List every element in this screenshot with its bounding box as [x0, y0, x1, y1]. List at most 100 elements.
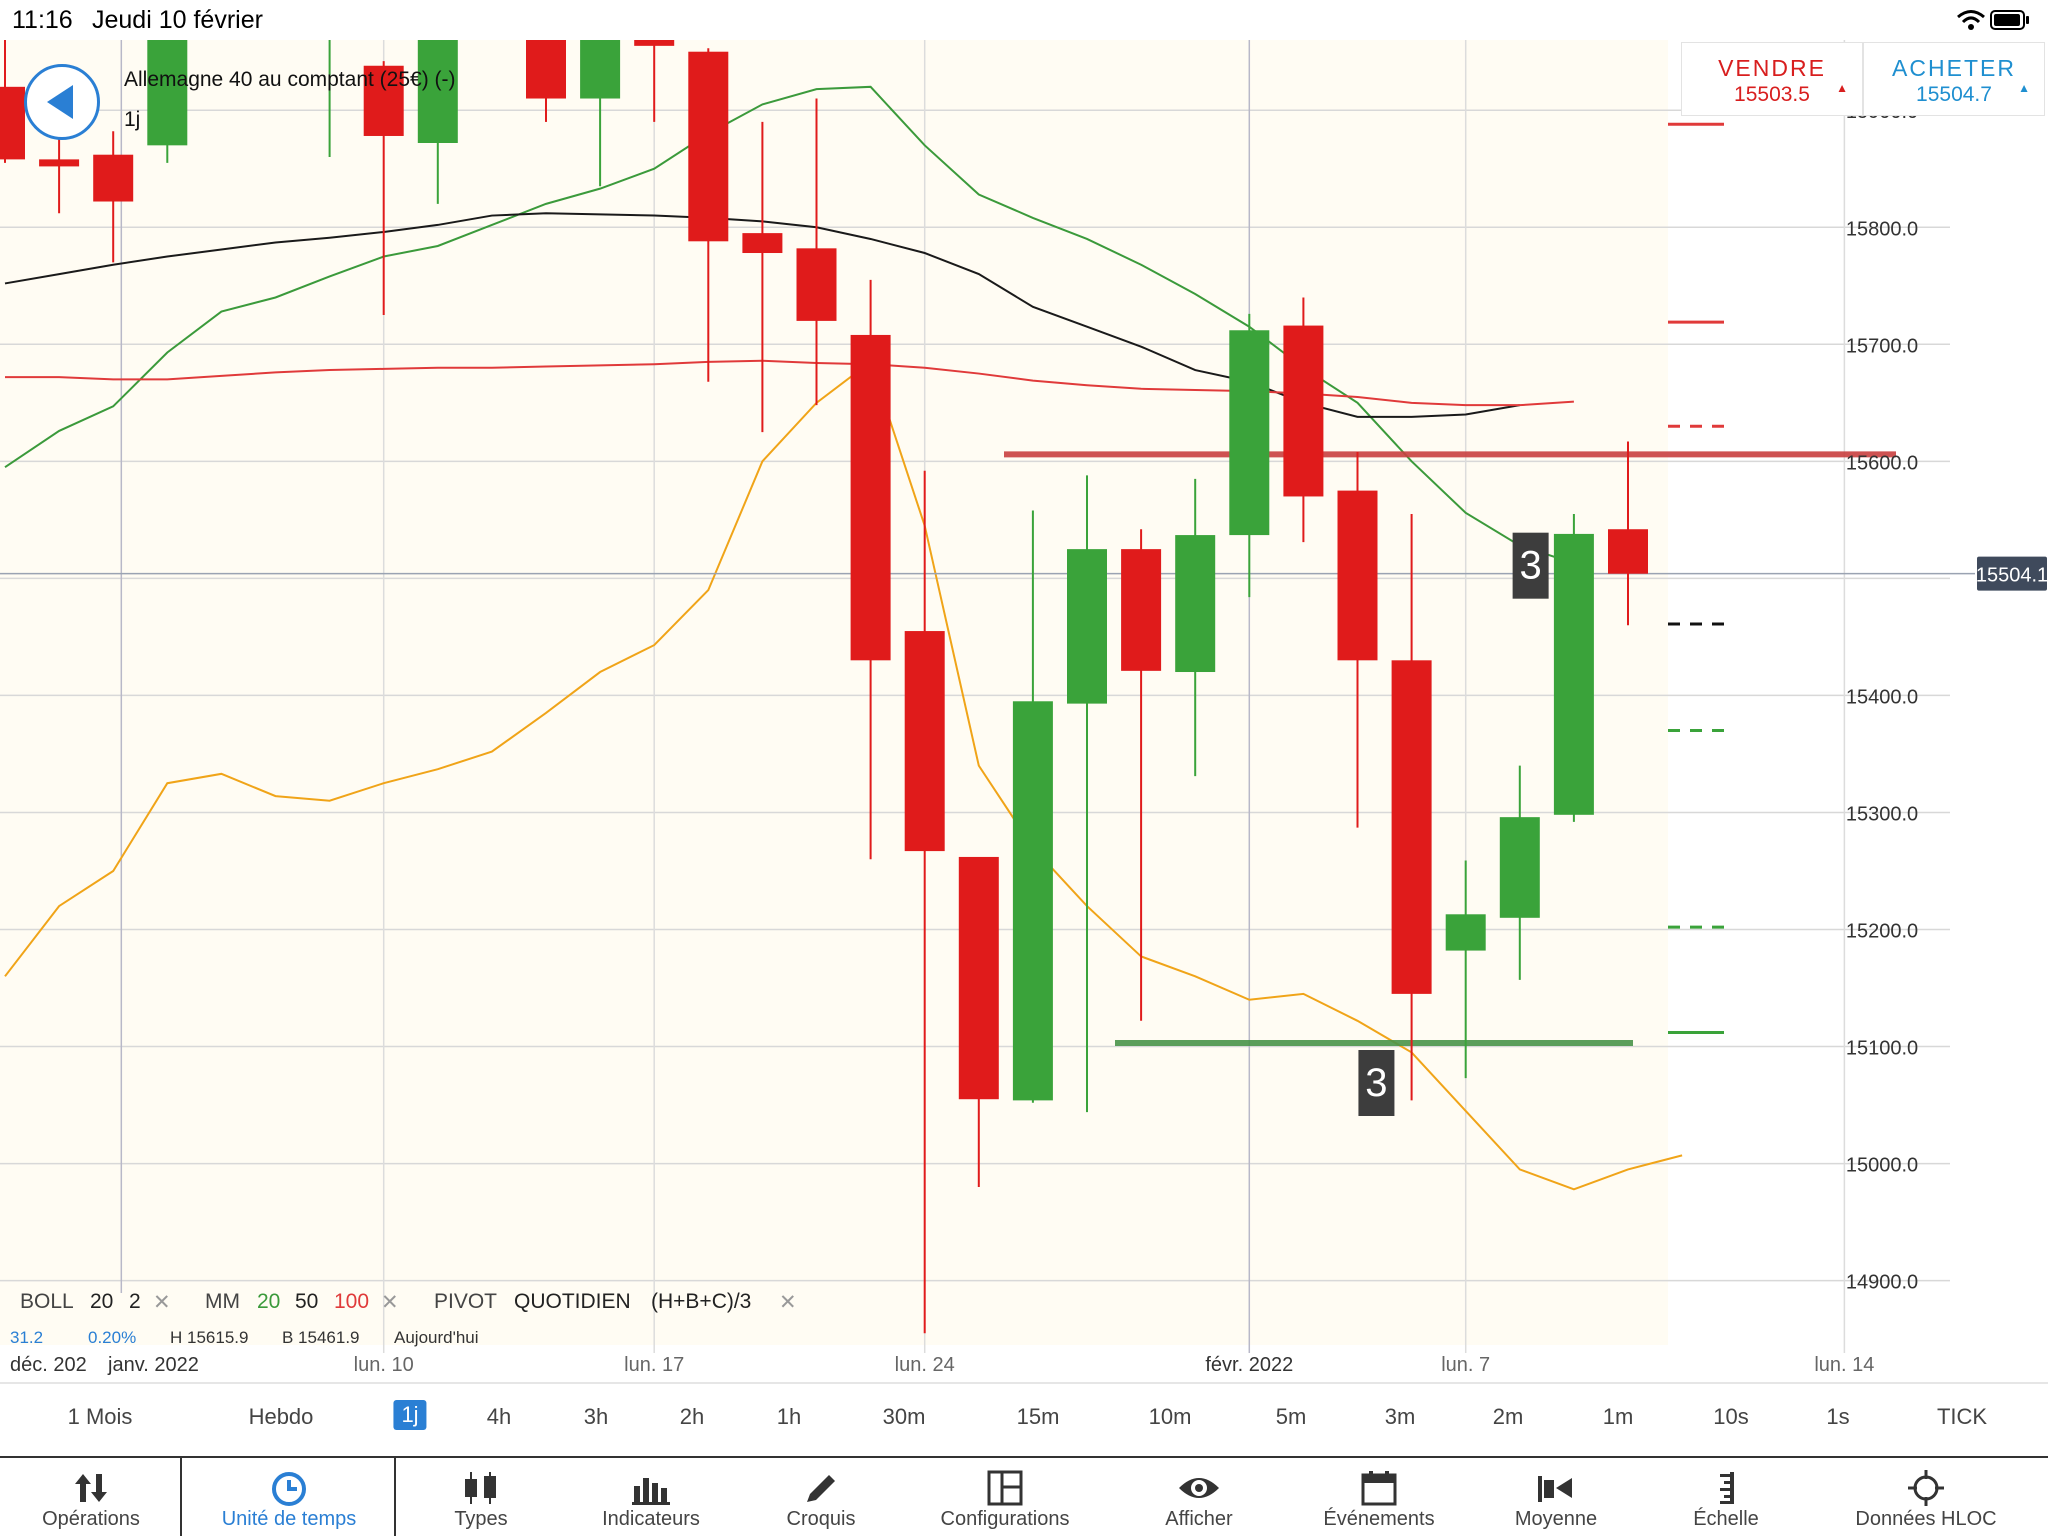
y-tick-label: 15200.0: [1846, 921, 1918, 943]
candle-body[interactable]: [526, 40, 566, 99]
candle-body[interactable]: [39, 159, 80, 167]
tf-1s[interactable]: 1s: [1826, 1404, 1850, 1429]
candle-body[interactable]: [1608, 529, 1648, 574]
day-high: H 15615.9: [170, 1328, 249, 1347]
average-label: Moyenne: [1514, 1508, 1598, 1530]
change-percent: 0.20%: [88, 1328, 137, 1347]
tf-4h[interactable]: 4h: [486, 1404, 512, 1429]
tf-1h[interactable]: 1h: [776, 1404, 802, 1429]
hloc-button[interactable]: Données HLOC: [1804, 1458, 2048, 1538]
scale-button[interactable]: Échelle: [1648, 1458, 1804, 1538]
x-tick-label: lun. 17: [624, 1354, 684, 1376]
candle-body[interactable]: [1283, 325, 1324, 497]
candle-body[interactable]: [688, 51, 729, 242]
candle-body[interactable]: [363, 65, 404, 136]
candle-body[interactable]: [580, 40, 621, 99]
y-tick-label: 14900.0: [1846, 1272, 1918, 1294]
indicator-legend: BOLL 20 2 ✕ MM 20 50 100 ✕ PIVOT QUOTIDI…: [0, 1286, 900, 1320]
tf-15m[interactable]: 15m: [1016, 1404, 1060, 1429]
y-tick-label: 15600.0: [1846, 452, 1918, 474]
status-date: Jeudi 10 février: [92, 6, 263, 34]
candle-body[interactable]: [634, 40, 675, 46]
tf-5m[interactable]: 5m: [1275, 1404, 1307, 1429]
candle-body[interactable]: [1067, 549, 1107, 704]
candle-body[interactable]: [1229, 330, 1270, 536]
boll-deviation: 2: [129, 1290, 141, 1313]
mm-name: MM: [205, 1290, 240, 1313]
today-label: Aujourd'hui: [394, 1328, 479, 1347]
x-tick-label: lun. 24: [895, 1354, 955, 1376]
y-tick-label: 15000.0: [1846, 1155, 1918, 1177]
sell-price: 15503.5: [1734, 83, 1810, 106]
annotation-box[interactable]: [1512, 532, 1549, 599]
candle-body[interactable]: [1553, 533, 1594, 815]
price-chart[interactable]: 3315900.015800.015700.015600.015400.0153…: [0, 40, 2048, 1384]
pivot-formula: (H+B+C)/3: [651, 1290, 752, 1313]
current-price-badge: [1977, 556, 2047, 591]
average-button[interactable]: Moyenne: [1464, 1458, 1648, 1538]
display-label: Afficher: [1165, 1508, 1233, 1530]
events-label: Événements: [1323, 1508, 1435, 1530]
operations-button[interactable]: Opérations: [0, 1458, 182, 1538]
tf-2m[interactable]: 2m: [1492, 1404, 1524, 1429]
sketch-button[interactable]: Croquis: [736, 1458, 906, 1538]
candle-body[interactable]: [1391, 660, 1432, 994]
buy-label: ACHETER: [1892, 55, 2016, 81]
candle-body[interactable]: [904, 631, 945, 852]
pivot-period: QUOTIDIEN: [514, 1290, 631, 1313]
candle-body[interactable]: [1445, 914, 1486, 951]
annotation-box[interactable]: [1358, 1050, 1395, 1116]
candle-body[interactable]: [742, 233, 783, 254]
day-low: B 15461.9: [282, 1328, 360, 1347]
buy-button[interactable]: ACHETER 15504.7 ▲: [1863, 42, 2045, 116]
current-price-label: 15504.1: [1976, 565, 2048, 587]
y-tick-label: 15100.0: [1846, 1038, 1918, 1060]
sell-label: VENDRE: [1718, 55, 1826, 81]
status-time: 11:16: [12, 6, 73, 34]
candle-body[interactable]: [417, 40, 458, 143]
candle-body[interactable]: [0, 86, 25, 160]
mm-100: 100: [334, 1290, 370, 1313]
tf-tick[interactable]: TICK: [1936, 1404, 1988, 1429]
sell-button[interactable]: VENDRE 15503.5 ▲: [1681, 42, 1863, 116]
clock-icon: [272, 1472, 306, 1506]
time-unit-button[interactable]: Unité de temps: [182, 1458, 396, 1538]
candle-body[interactable]: [1337, 490, 1378, 661]
candle-body[interactable]: [1012, 701, 1053, 1101]
tf-1j[interactable]: 1j: [393, 1400, 427, 1430]
configurations-button[interactable]: Configurations: [906, 1458, 1104, 1538]
events-button[interactable]: Événements: [1294, 1458, 1464, 1538]
candle-body[interactable]: [1175, 535, 1216, 673]
tf-10s[interactable]: 10s: [1713, 1404, 1749, 1429]
boll-remove-icon[interactable]: ✕: [153, 1291, 171, 1314]
indicators-button[interactable]: Indicateurs: [566, 1458, 736, 1538]
sketch-label: Croquis: [786, 1508, 856, 1530]
mm-remove-icon[interactable]: ✕: [381, 1291, 399, 1314]
change-points: 31.2: [10, 1328, 44, 1347]
candle-body[interactable]: [1499, 817, 1540, 918]
back-button[interactable]: [24, 64, 100, 140]
candle-body[interactable]: [93, 154, 134, 202]
candle-body[interactable]: [1121, 549, 1162, 671]
annotation-label: 3: [1519, 544, 1541, 588]
candle-body[interactable]: [958, 856, 999, 1100]
tf-30m[interactable]: 30m: [882, 1404, 926, 1429]
indicators-label: Indicateurs: [602, 1508, 700, 1530]
candle-body[interactable]: [796, 248, 837, 321]
mm-50: 50: [295, 1290, 319, 1313]
tf-hebdo[interactable]: Hebdo: [248, 1404, 314, 1429]
x-tick-label: déc. 202: [10, 1354, 87, 1376]
pivot-remove-icon[interactable]: ✕: [779, 1291, 797, 1314]
y-tick-label: 15400.0: [1846, 686, 1918, 708]
types-button[interactable]: Types: [396, 1458, 566, 1538]
x-tick-label: févr. 2022: [1205, 1354, 1293, 1376]
tf-1-mois[interactable]: 1 Mois: [67, 1404, 133, 1429]
tf-2h[interactable]: 2h: [679, 1404, 705, 1429]
candle-body[interactable]: [147, 40, 188, 146]
display-button[interactable]: Afficher: [1104, 1458, 1294, 1538]
tf-3h[interactable]: 3h: [583, 1404, 609, 1429]
tf-1m[interactable]: 1m: [1602, 1404, 1634, 1429]
tf-10m[interactable]: 10m: [1148, 1404, 1192, 1429]
candle-body[interactable]: [850, 334, 891, 661]
tf-3m[interactable]: 3m: [1384, 1404, 1416, 1429]
